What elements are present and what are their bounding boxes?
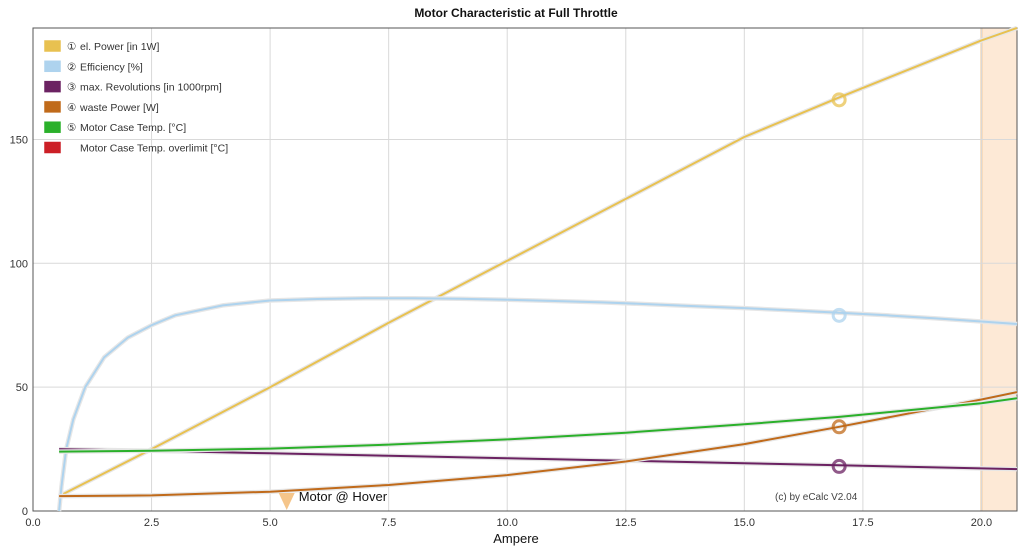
series-line-halo: [59, 389, 1018, 499]
chart-title: Motor Characteristic at Full Throttle: [414, 6, 618, 20]
series-line-1: [58, 27, 1018, 497]
legend-swatch: [43, 100, 62, 114]
series-point-marker: [831, 458, 847, 474]
series-line-halo: [58, 25, 1018, 499]
series-line-halo: [59, 396, 1018, 454]
legend-marker: ③: [67, 82, 76, 94]
legend: ① el. Power [in 1W] ② Efficiency [%] ③ max. R…: [43, 39, 228, 155]
legend-label: el. Power [in 1W]: [80, 41, 159, 53]
x-tick-label: 2.5: [144, 517, 159, 529]
x-axis-ticks: 0.0 2.5 5.0 7.5 10.0 12.5 15.0 17.5 20.0: [25, 517, 992, 529]
y-tick-label: 50: [16, 382, 28, 394]
hover-marker: [278, 493, 295, 510]
legend-label: Efficiency [%]: [80, 61, 143, 73]
series-line-2: [58, 297, 1018, 512]
max-current-band: [981, 28, 1017, 511]
y-tick-label: 0: [22, 506, 28, 518]
x-tick-label: 17.5: [852, 517, 873, 529]
legend-marker: ⑤: [67, 122, 76, 134]
series-line-halo: [56, 295, 1018, 512]
hover-label: Motor @ Hover: [299, 489, 388, 504]
series-line-3: [59, 448, 1018, 471]
series-point-marker: [831, 307, 847, 323]
x-tick-label: 20.0: [971, 517, 992, 529]
legend-marker: ②: [67, 61, 76, 73]
legend-swatch: [43, 39, 62, 53]
x-axis-title: Ampere: [493, 531, 539, 546]
legend-label: max. Revolutions [in 1000rpm]: [80, 82, 222, 94]
credit-label: (c) by eCalc V2.04: [775, 492, 858, 503]
legend-label: Motor Case Temp. [°C]: [80, 122, 186, 134]
series-point-marker: [831, 92, 847, 108]
legend-swatch: [43, 60, 62, 73]
legend-swatch: [43, 141, 62, 154]
x-tick-label: 5.0: [262, 517, 277, 529]
plot-frame: [32, 27, 1018, 512]
series-line-5: [59, 397, 1018, 453]
y-axis-ticks: 0 50 100 150: [10, 134, 28, 518]
legend-label: Motor Case Temp. overlimit [°C]: [80, 143, 228, 155]
legend-marker: ①: [67, 41, 76, 53]
legend-label: waste Power [W]: [79, 102, 159, 114]
x-tick-label: 15.0: [734, 517, 755, 529]
y-tick-label: 150: [10, 134, 28, 146]
series-line-4: [59, 391, 1018, 498]
point-markers: [831, 92, 847, 474]
x-tick-label: 7.5: [381, 517, 396, 529]
legend-marker: ④: [67, 102, 76, 114]
legend-swatch: [43, 120, 62, 134]
legend-swatch: [43, 80, 62, 93]
series-lines: [56, 25, 1018, 512]
x-tick-label: 10.0: [497, 517, 518, 529]
series-point-marker: [831, 419, 847, 435]
x-tick-label: 0.0: [25, 517, 40, 529]
x-tick-label: 12.5: [615, 517, 636, 529]
y-tick-label: 100: [10, 258, 28, 270]
